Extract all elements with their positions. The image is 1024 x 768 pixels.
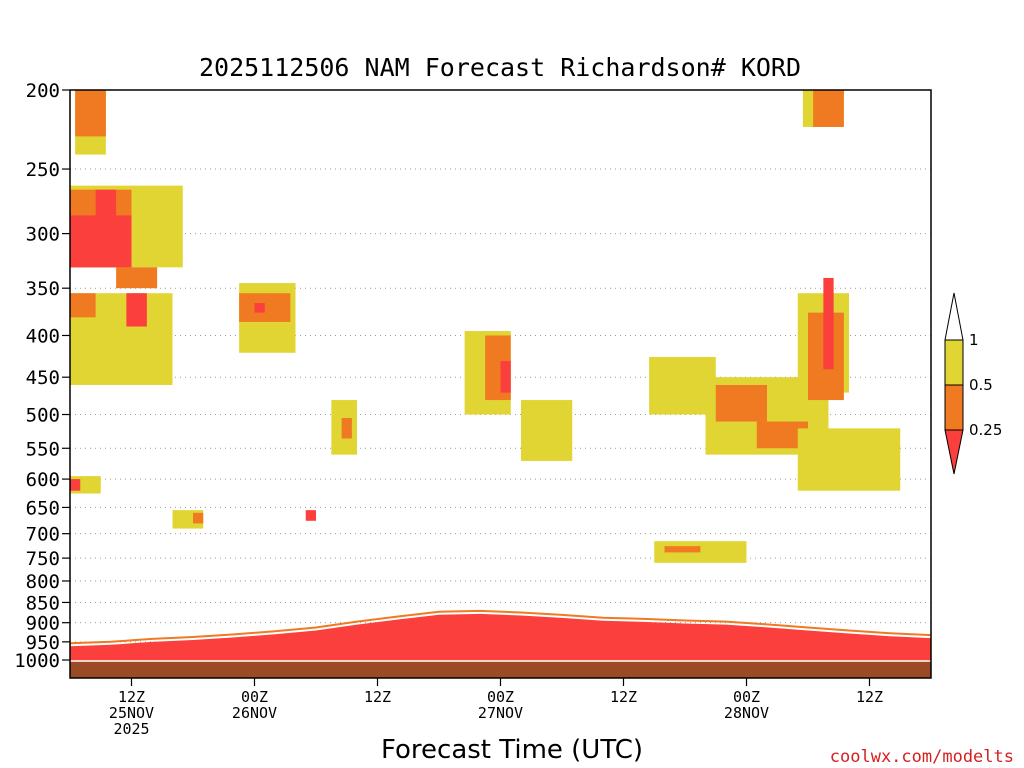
chart-title: 2025112506 NAM Forecast Richardson# KORD (199, 53, 801, 82)
y-tick-label: 950 (26, 632, 60, 654)
y-axis: 200 250 300 350 400 450 500 550 600 650 7007508008… (14, 80, 70, 672)
ri-cell (75, 90, 106, 137)
ri-cell (500, 361, 511, 393)
colorbar-label: 0.25 (969, 421, 1002, 439)
ri-cell (813, 90, 844, 127)
ri-cell (254, 303, 265, 313)
ri-cell (823, 277, 834, 370)
colorbar-bin-yellow (944, 339, 964, 386)
ri-cell (193, 512, 204, 524)
x-tick-label: 00Z (487, 688, 514, 706)
y-tick-label: 200 (26, 80, 60, 102)
ri-cell (521, 400, 573, 461)
colorbar-bottom-arrow (944, 429, 964, 475)
x-tick-label: 26NOV (232, 704, 277, 722)
ri-cell (649, 356, 716, 415)
colorbar-label: 0.5 (969, 376, 993, 394)
ri-cell (797, 428, 901, 491)
ri-cell (70, 479, 81, 491)
x-tick-label: 00Z (733, 688, 760, 706)
ri-cell (70, 293, 96, 318)
x-tick-label: 12Z (856, 688, 883, 706)
watermark: coolwx.com/modelts (830, 747, 1014, 767)
y-tick-label: 650 (26, 497, 60, 519)
plot-area (69, 89, 932, 679)
x-tick-label: 12Z (118, 688, 145, 706)
ground-fill (70, 661, 931, 678)
ri-cell (116, 267, 158, 289)
y-tick-label: 450 (26, 367, 60, 389)
ri-cell (715, 384, 767, 422)
colorbar-top-arrow (944, 292, 964, 341)
colorbar-bin-orange (944, 384, 964, 431)
x-axis-label: Forecast Time (UTC) (381, 735, 643, 765)
ri-cell (126, 293, 147, 327)
y-tick-label: 600 (26, 469, 60, 491)
x-tick-label: 12Z (610, 688, 637, 706)
x-tick-label: 27NOV (478, 704, 523, 722)
y-tick-label: 900 (26, 613, 60, 635)
x-tick-label: 28NOV (724, 704, 769, 722)
x-tick-label: 00Z (241, 688, 268, 706)
colorbar-label: 1 (969, 331, 979, 349)
y-tick-label: 400 (26, 325, 60, 347)
x-tick-label: 25NOV (109, 704, 154, 722)
y-tick-label: 300 (26, 224, 60, 246)
ri-cell (305, 510, 316, 521)
y-tick-label: 550 (26, 438, 60, 460)
x-tick-label: 12Z (364, 688, 391, 706)
y-tick-label: 750 (26, 548, 60, 570)
ri-cell (341, 418, 352, 439)
y-tick-label: 800 (26, 571, 60, 593)
boundary-layer-band (70, 613, 931, 662)
y-tick-label: 700 (26, 524, 60, 546)
x-tick-label: 2025 (113, 720, 149, 738)
y-tick-label: 850 (26, 592, 60, 614)
y-tick-label: 500 (26, 405, 60, 427)
ri-cell (664, 546, 701, 553)
y-tick-label: 250 (26, 159, 60, 181)
y-tick-label: 1000 (14, 650, 60, 672)
y-tick-label: 350 (26, 278, 60, 300)
colorbar-legend: 1 0.5 0.25 (944, 292, 1002, 475)
boundary-layer-fringe (70, 609, 931, 647)
ri-cell (95, 189, 117, 234)
